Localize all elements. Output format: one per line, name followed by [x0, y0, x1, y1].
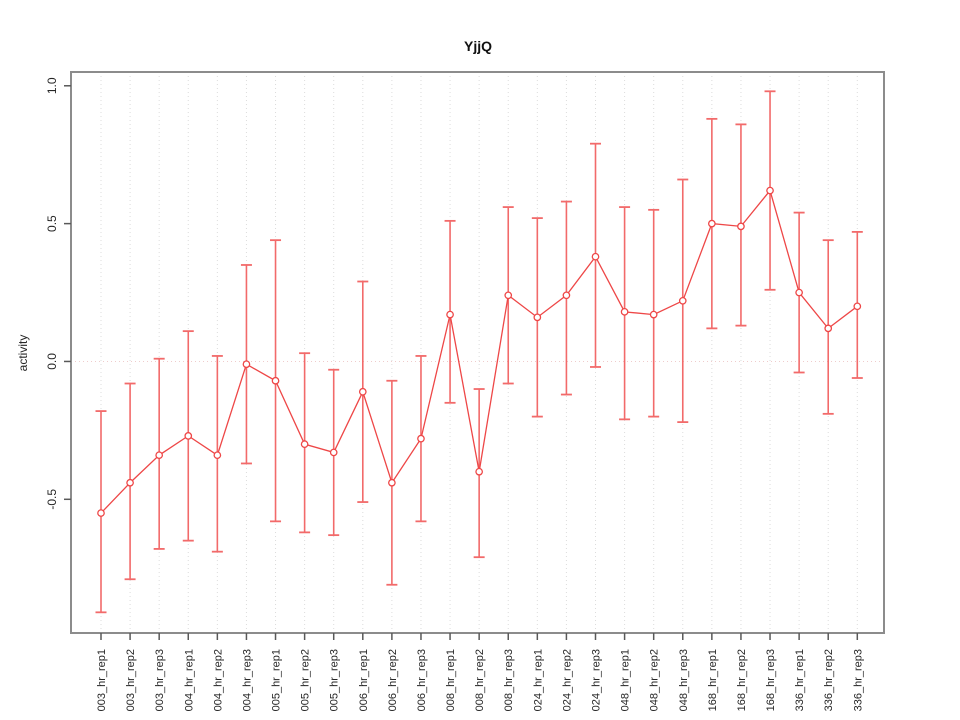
data-point-marker — [97, 509, 105, 517]
data-point-marker — [504, 291, 513, 300]
x-tick-label: 005_hr_rep2 — [300, 649, 312, 711]
x-tick-label: 024_hr_rep2 — [561, 649, 573, 711]
x-tick-label: 006_hr_rep3 — [416, 649, 428, 711]
x-tick-label: 168_hr_rep3 — [765, 649, 777, 711]
data-point-marker — [853, 302, 862, 311]
data-point-marker — [795, 288, 803, 297]
data-point-marker — [388, 478, 396, 487]
x-tick-label: 336_hr_rep3 — [852, 649, 864, 711]
y-tick-label: 1.0 — [45, 77, 59, 94]
x-tick-label: 048_hr_rep2 — [649, 649, 661, 711]
plot-border — [70, 71, 885, 634]
data-point-marker — [358, 387, 367, 396]
data-point-marker — [417, 434, 425, 443]
x-tick-label: 048_hr_rep3 — [678, 649, 690, 711]
x-tick-label: 003_hr_rep1 — [96, 649, 108, 711]
x-tick-label: 024_hr_rep3 — [591, 649, 603, 711]
x-tick-label: 004_hr_rep2 — [212, 649, 224, 711]
data-point-marker — [649, 310, 658, 319]
data-point-marker — [620, 307, 629, 316]
data-point-marker — [184, 432, 193, 440]
x-tick-label: 336_hr_rep1 — [794, 649, 806, 711]
data-point-marker — [329, 448, 338, 457]
x-tick-label: 008_hr_rep1 — [445, 649, 457, 711]
x-tick-label: 004_hr_rep3 — [241, 649, 253, 711]
y-tick-label: -0.5 — [45, 489, 59, 510]
x-tick-label: 336_hr_rep2 — [823, 649, 835, 711]
data-point-marker — [213, 451, 222, 460]
data-point-marker — [446, 310, 454, 319]
x-tick-label: 168_hr_rep1 — [707, 649, 719, 711]
data-point-marker — [737, 222, 745, 231]
chart-title: YjjQ — [464, 38, 492, 54]
x-tick-label: 004_hr_rep1 — [183, 649, 195, 711]
x-tick-label: 003_hr_rep3 — [154, 649, 166, 711]
data-point-marker — [766, 186, 774, 195]
data-point-marker — [155, 451, 164, 460]
x-tick-label: 006_hr_rep2 — [387, 649, 399, 711]
x-tick-label: 008_hr_rep2 — [474, 649, 486, 711]
data-point-marker — [271, 376, 280, 385]
data-point-marker — [300, 440, 309, 449]
x-tick-label: 005_hr_rep1 — [271, 649, 283, 711]
y-axis-label: activity — [16, 335, 30, 372]
y-tick-label: 0.0 — [45, 353, 59, 370]
x-tick-label: 168_hr_rep2 — [736, 649, 748, 711]
y-tick-label: 0.5 — [45, 215, 59, 232]
x-tick-label: 005_hr_rep3 — [329, 649, 341, 711]
data-point-marker — [562, 291, 571, 300]
x-tick-label: 048_hr_rep1 — [620, 649, 632, 711]
data-point-marker — [824, 324, 833, 333]
data-point-marker — [678, 296, 687, 305]
data-point-marker — [591, 252, 600, 261]
data-point-marker — [708, 219, 716, 228]
x-tick-label: 006_hr_rep1 — [358, 649, 370, 711]
x-tick-label: 008_hr_rep3 — [503, 649, 515, 711]
data-point-marker — [533, 313, 542, 322]
data-point-marker — [242, 360, 251, 369]
x-tick-label: 024_hr_rep1 — [532, 649, 544, 711]
data-point-marker — [475, 467, 483, 476]
x-tick-label: 003_hr_rep2 — [125, 649, 137, 711]
data-point-marker — [126, 478, 134, 487]
